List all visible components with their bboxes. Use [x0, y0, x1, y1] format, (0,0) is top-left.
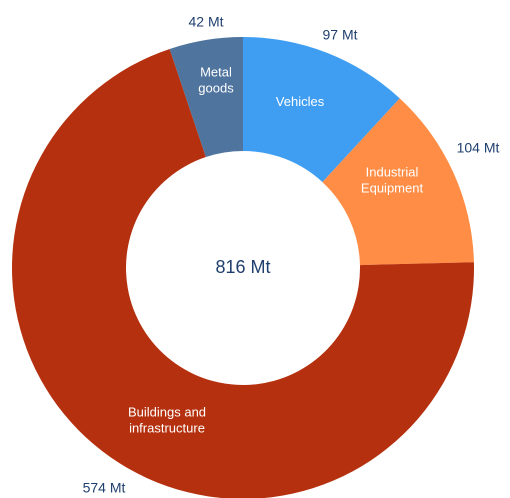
slice: [169, 37, 243, 158]
slice: [243, 37, 400, 183]
value-label: 97 Mt: [322, 26, 358, 43]
slice-label: Vehicles: [275, 94, 325, 110]
value-label: 42 Mt: [188, 13, 224, 30]
slice: [12, 48, 474, 498]
slice-label: Buildings and infrastructure: [127, 404, 207, 435]
value-label: 574 Mt: [82, 479, 126, 496]
value-label: 104 Mt: [456, 139, 500, 156]
slice-label: Industrial Equipment: [360, 164, 424, 195]
center-label: 816 Mt: [215, 257, 271, 278]
slice-label: Metal goods: [198, 64, 234, 95]
slice: [322, 98, 474, 266]
